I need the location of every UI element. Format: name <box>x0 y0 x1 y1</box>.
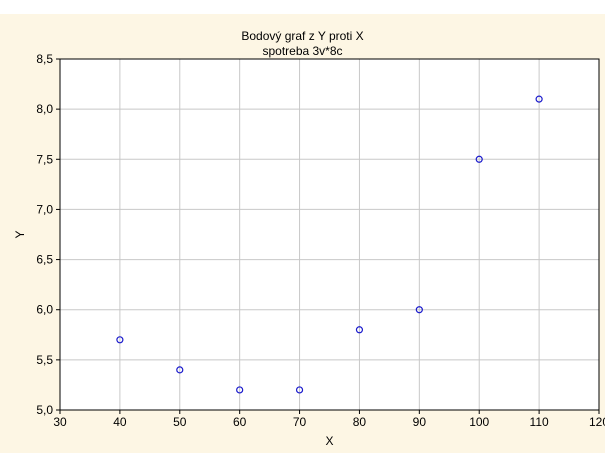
scatter-plot: 30 40 50 60 70 80 90 100 110 120 5,0 5,5 6,0 6,5 7,0 7,… <box>13 52 605 448</box>
chart-title: Bodový graf z Y proti X <box>241 29 364 43</box>
data-point <box>475 155 483 163</box>
y-tick-label: 7,0 <box>36 202 53 216</box>
top-margin <box>0 0 605 14</box>
data-point <box>355 326 364 334</box>
x-tick-label: 70 <box>293 415 307 429</box>
data-point <box>535 95 543 103</box>
y-tick-label: 5,0 <box>36 403 53 417</box>
data-point <box>236 386 244 394</box>
x-tick-label: 100 <box>469 415 489 429</box>
x-tick-label: 80 <box>353 415 367 429</box>
x-tick-label: 60 <box>233 415 247 429</box>
x-tick-label: 40 <box>113 415 127 429</box>
x-tick-label: 30 <box>53 415 67 429</box>
chart-subtitle: spotreba 3v*8c <box>262 44 343 58</box>
y-tick-label: 8,5 <box>36 52 53 66</box>
plot-frame <box>59 58 600 411</box>
y-tick-label: 6,0 <box>36 303 53 317</box>
data-point <box>116 336 124 344</box>
data-point <box>415 306 423 314</box>
x-axis-label: X <box>325 434 333 448</box>
plot-area <box>60 59 599 410</box>
y-tick-label: 7,5 <box>36 152 53 166</box>
x-tick-label: 50 <box>173 415 187 429</box>
data-point <box>176 366 184 374</box>
data-points <box>116 95 543 394</box>
x-tick-label: 120 <box>589 415 605 429</box>
axis-ticks: 30 40 50 60 70 80 90 100 110 120 5,0 5,5 6,0 6,5 7,0 7,… <box>36 52 605 429</box>
y-tick-label: 8,0 <box>36 102 53 116</box>
y-tick-label: 5,5 <box>36 353 53 367</box>
y-tick-label: 6,5 <box>36 253 53 267</box>
x-tick-label: 90 <box>413 415 427 429</box>
chart-figure: Bodový graf z Y proti X spotreba 3v*8c 3… <box>0 14 605 453</box>
grid-lines <box>60 59 599 410</box>
data-point <box>295 386 304 394</box>
y-axis-label: Y <box>13 230 27 238</box>
x-tick-label: 110 <box>530 415 549 429</box>
